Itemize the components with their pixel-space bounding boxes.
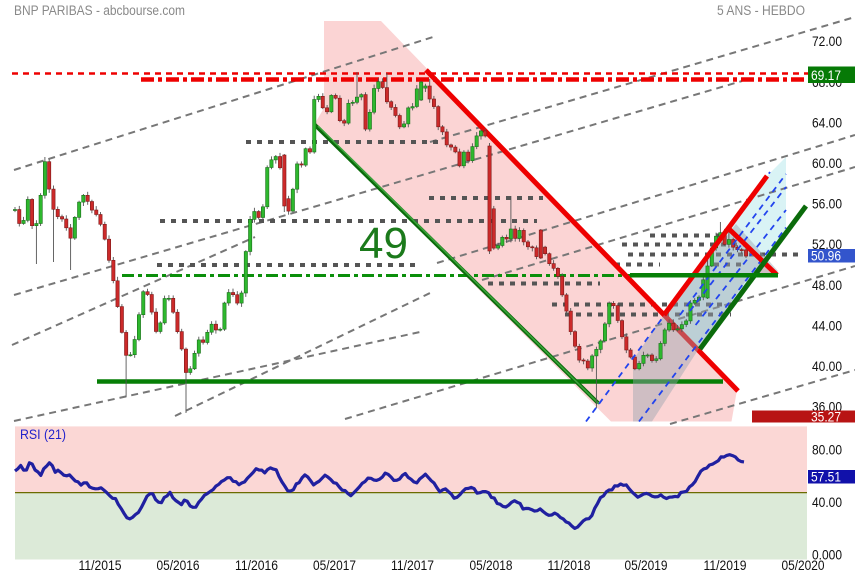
svg-text:52.00: 52.00 <box>812 236 842 252</box>
svg-text:11/2018: 11/2018 <box>548 557 591 573</box>
svg-text:40.00: 40.00 <box>812 494 842 510</box>
svg-text:RSI (21): RSI (21) <box>20 426 66 442</box>
svg-text:56.00: 56.00 <box>812 196 842 212</box>
svg-text:11/2016: 11/2016 <box>235 557 278 573</box>
svg-text:5 ANS - HEBDO: 5 ANS - HEBDO <box>717 3 805 18</box>
svg-text:50.96: 50.96 <box>811 248 841 264</box>
svg-text:11/2019: 11/2019 <box>704 557 747 573</box>
svg-text:0.000: 0.000 <box>812 546 842 562</box>
svg-text:64.00: 64.00 <box>812 114 842 130</box>
svg-text:05/2020: 05/2020 <box>782 557 825 573</box>
svg-text:57.51: 57.51 <box>811 469 841 485</box>
svg-text:69.17: 69.17 <box>811 67 841 83</box>
svg-text:80.00: 80.00 <box>812 442 842 458</box>
svg-text:05/2019: 05/2019 <box>625 557 668 573</box>
svg-text:BNP PARIBAS - abcbourse.com: BNP PARIBAS - abcbourse.com <box>14 3 185 18</box>
svg-text:44.00: 44.00 <box>812 317 842 333</box>
svg-text:49: 49 <box>359 219 408 268</box>
svg-text:72.00: 72.00 <box>812 33 842 49</box>
svg-text:60.00: 60.00 <box>812 155 842 171</box>
svg-text:11/2015: 11/2015 <box>79 557 122 573</box>
svg-text:05/2017: 05/2017 <box>313 557 356 573</box>
svg-text:05/2018: 05/2018 <box>470 557 513 573</box>
svg-text:40.00: 40.00 <box>812 358 842 374</box>
svg-text:11/2017: 11/2017 <box>391 557 434 573</box>
svg-text:35.27: 35.27 <box>811 409 841 425</box>
svg-text:05/2016: 05/2016 <box>157 557 200 573</box>
svg-text:48.00: 48.00 <box>812 277 842 293</box>
